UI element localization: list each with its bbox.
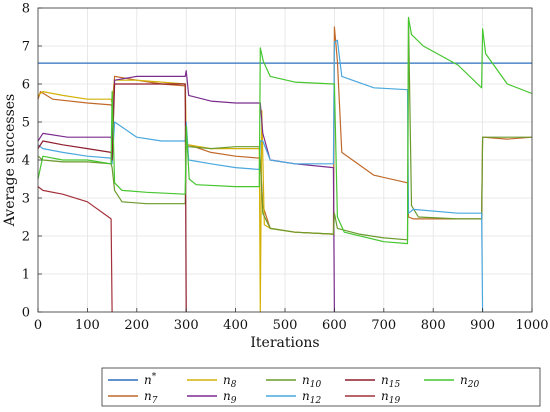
x-tick-label: 200 (124, 318, 149, 333)
y-tick-label: 7 (22, 40, 30, 55)
legend-label-base: n (460, 373, 468, 387)
legend-label-n20: n20 (460, 373, 479, 390)
y-tick-label: 0 (22, 306, 30, 321)
y-tick-label: 1 (22, 268, 30, 283)
x-tick-label: 400 (223, 318, 248, 333)
series-line-n20 (37, 16, 533, 245)
legend-label-base: n (144, 373, 152, 387)
y-tick-label: 4 (22, 154, 30, 169)
legend-label-n10: n10 (302, 373, 321, 390)
legend-label-n19: n19 (381, 389, 400, 406)
x-tick-label: 300 (174, 318, 199, 333)
y-tick-label: 8 (22, 2, 30, 17)
legend-label-n7: n7 (144, 389, 158, 406)
y-tick-label: 3 (22, 192, 30, 207)
legend-label-sup: * (152, 372, 157, 382)
x-tick-label: 100 (75, 318, 100, 333)
legend-label-sub: 20 (467, 380, 480, 390)
legend-label-n12: n12 (302, 389, 321, 406)
series-line-n19 (37, 186, 113, 313)
series-lines (37, 16, 533, 313)
y-tick-label: 6 (22, 78, 30, 93)
axis-ticks: 0 100 200 300 400 500 600 700 800 900 1000 0 1 2 3 4 5 6 7… (22, 2, 549, 334)
legend-label-base: n (223, 389, 231, 403)
x-tick-label: 700 (371, 318, 396, 333)
legend-label-base: n (381, 373, 389, 387)
legend-label-base: n (302, 389, 310, 403)
legend-label-base: n (381, 389, 389, 403)
legend-label-sub: 10 (310, 380, 322, 390)
legend-label-n*: n* (144, 372, 157, 387)
legend-label-sub: 19 (389, 396, 401, 406)
legend-label-sub: 7 (152, 396, 158, 406)
legend-label-base: n (302, 373, 310, 387)
legend-box (101, 367, 541, 407)
y-axis-label: Average successes (2, 94, 18, 227)
x-tick-label: 500 (273, 318, 298, 333)
x-tick-label: 0 (34, 318, 42, 333)
y-tick-label: 5 (22, 116, 30, 131)
legend-label-sub: 12 (310, 396, 322, 406)
legend-label-sub: 15 (389, 380, 401, 390)
series-line-n9 (37, 70, 335, 313)
y-tick-label: 2 (22, 230, 30, 245)
x-tick-label: 1000 (515, 318, 548, 333)
legend-label-n8: n8 (223, 373, 237, 390)
legend-label-sub: 9 (231, 396, 237, 406)
series-line-n15 (37, 83, 187, 313)
legend-label-base: n (144, 389, 152, 403)
legend-label-sub: 8 (231, 380, 237, 390)
x-axis-label: Iterations (250, 335, 319, 351)
x-tick-label: 600 (322, 318, 347, 333)
x-tick-label: 800 (421, 318, 446, 333)
legend-label-n9: n9 (223, 389, 237, 406)
legend-label-base: n (223, 373, 231, 387)
x-tick-label: 900 (470, 318, 495, 333)
series-line-n10 (37, 18, 532, 241)
legend-label-n15: n15 (381, 373, 400, 390)
